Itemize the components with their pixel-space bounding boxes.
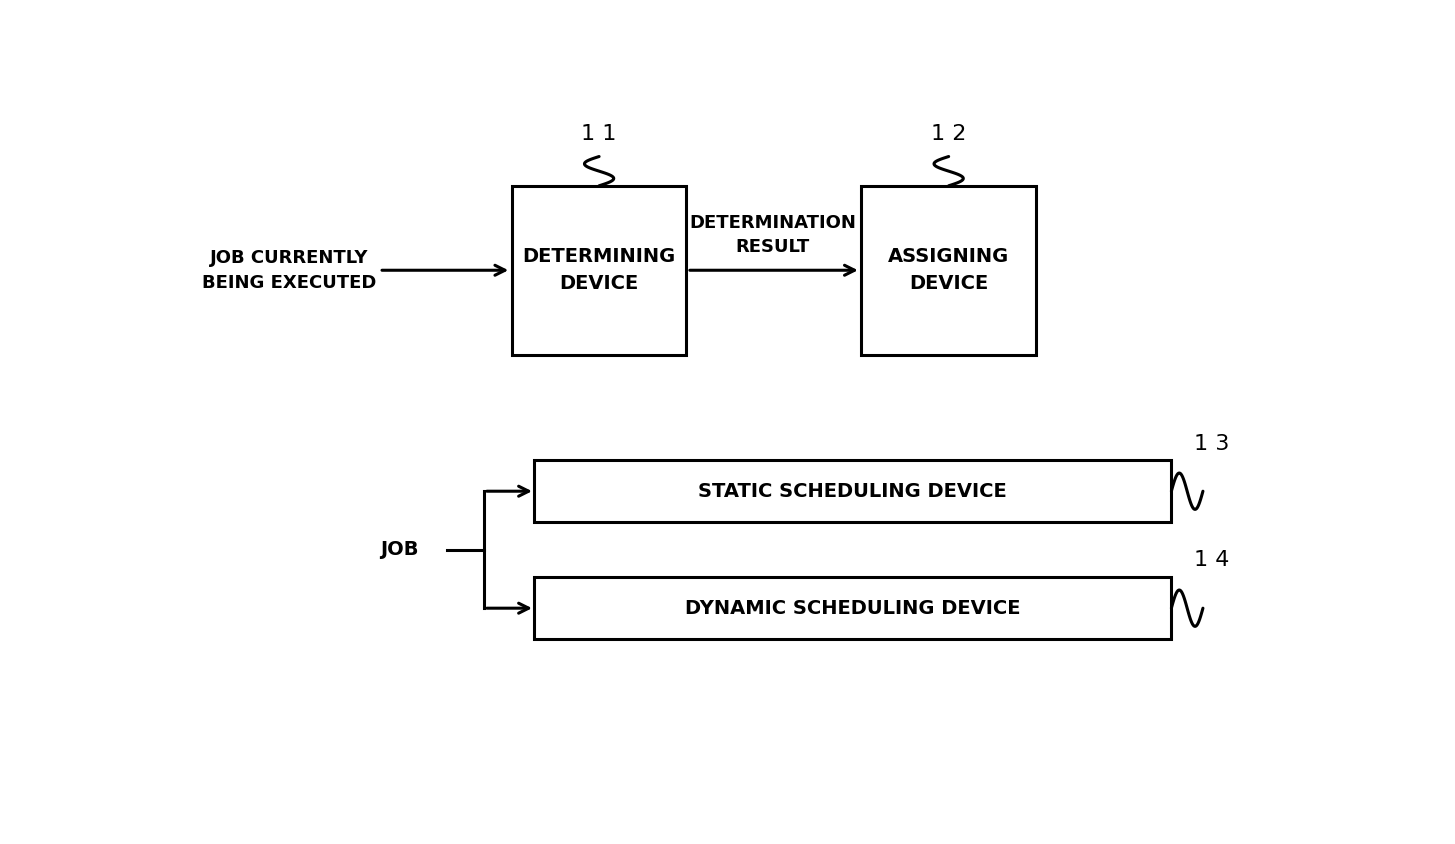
Text: 1 3: 1 3 (1195, 434, 1229, 453)
Text: 1 1: 1 1 (582, 123, 617, 143)
Bar (861, 186, 1036, 354)
Text: 1 4: 1 4 (1195, 550, 1229, 571)
Text: DETERMINATION
RESULT: DETERMINATION RESULT (690, 214, 856, 256)
Bar (512, 186, 687, 354)
Text: DETERMINING
DEVICE: DETERMINING DEVICE (522, 247, 675, 293)
Bar (534, 460, 1171, 522)
Text: DYNAMIC SCHEDULING DEVICE: DYNAMIC SCHEDULING DEVICE (685, 598, 1020, 618)
Bar (534, 577, 1171, 639)
Text: ASSIGNING
DEVICE: ASSIGNING DEVICE (888, 247, 1010, 293)
Text: JOB: JOB (380, 540, 419, 560)
Text: 1 2: 1 2 (931, 123, 966, 143)
Text: JOB CURRENTLY
BEING EXECUTED: JOB CURRENTLY BEING EXECUTED (202, 249, 377, 292)
Text: STATIC SCHEDULING DEVICE: STATIC SCHEDULING DEVICE (698, 482, 1007, 500)
